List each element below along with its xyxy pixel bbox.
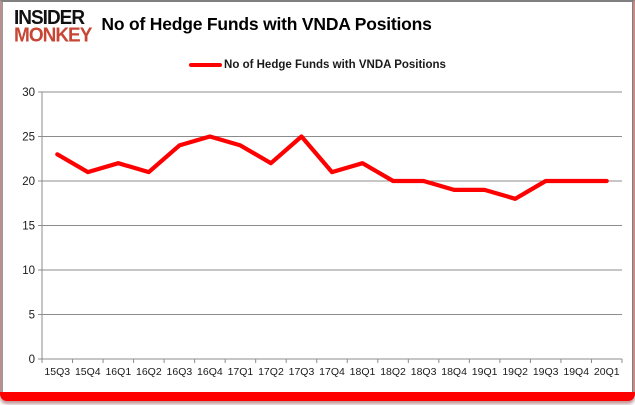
x-axis-tick-label: 16Q1 — [105, 366, 131, 378]
legend: No of Hedge Funds with VNDA Positions — [2, 59, 633, 71]
x-axis-tick-label: 17Q4 — [319, 366, 345, 378]
line-chart: 0 5 10 15 20 25 30 15Q3 15Q4 16Q1 16Q2 16Q3 16Q4 17Q1… — [22, 87, 623, 378]
x-axis-tick-label: 16Q4 — [197, 366, 223, 378]
x-axis-tick-label: 19Q2 — [502, 366, 528, 378]
x-axis-tick-label: 17Q2 — [258, 366, 284, 378]
y-axis-tick-label: 10 — [22, 265, 35, 277]
data-series-line — [55, 134, 609, 201]
chart-card-surface: INSIDER MONKEY No of Hedge Funds with VN… — [0, 0, 635, 392]
chart-area: 0 5 10 15 20 25 30 15Q3 15Q4 16Q1 16Q2 16Q3 16Q4 17Q1… — [2, 82, 635, 392]
bottom-accent-bar — [0, 392, 635, 401]
y-axis-tick-label: 5 — [29, 310, 35, 322]
y-axis-tick-label: 15 — [22, 221, 35, 233]
y-axis-tick-label: 25 — [22, 132, 35, 144]
y-axis-tick-label: 20 — [22, 176, 35, 188]
x-axis-tick-label: 20Q1 — [594, 366, 620, 378]
x-axis-tick-label: 15Q4 — [75, 366, 101, 378]
chart-title: No of Hedge Funds with VNDA Positions — [101, 14, 432, 34]
legend-label: No of Hedge Funds with VNDA Positions — [224, 59, 446, 71]
logo-text-monkey: MONKEY — [14, 24, 92, 48]
x-axis-tick-label: 15Q3 — [44, 366, 70, 378]
x-axis-tick-label: 18Q4 — [441, 366, 467, 378]
y-axis-tick-label: 0 — [29, 354, 35, 366]
x-axis-tick-label: 19Q1 — [472, 366, 498, 378]
x-axis-tick-label: 16Q3 — [167, 366, 193, 378]
x-axis-tick-label: 18Q2 — [380, 366, 406, 378]
x-axis-tick-label: 17Q3 — [289, 366, 315, 378]
insider-monkey-logo: INSIDER MONKEY — [14, 6, 92, 48]
x-axis-tick-label: 18Q3 — [411, 366, 437, 378]
x-axis-tick-label: 16Q2 — [136, 366, 162, 378]
x-axis-tick-label: 18Q1 — [350, 366, 376, 378]
x-axis-tick-label: 17Q1 — [228, 366, 254, 378]
logo-text-insider: INSIDER — [14, 6, 85, 30]
x-axis-tick-label: 19Q3 — [533, 366, 559, 378]
y-axis-tick-label: 30 — [22, 87, 35, 99]
legend-line-swatch — [189, 63, 223, 67]
header: INSIDER MONKEY No of Hedge Funds with VN… — [14, 6, 621, 48]
x-axis-tick-label: 19Q4 — [563, 366, 589, 378]
